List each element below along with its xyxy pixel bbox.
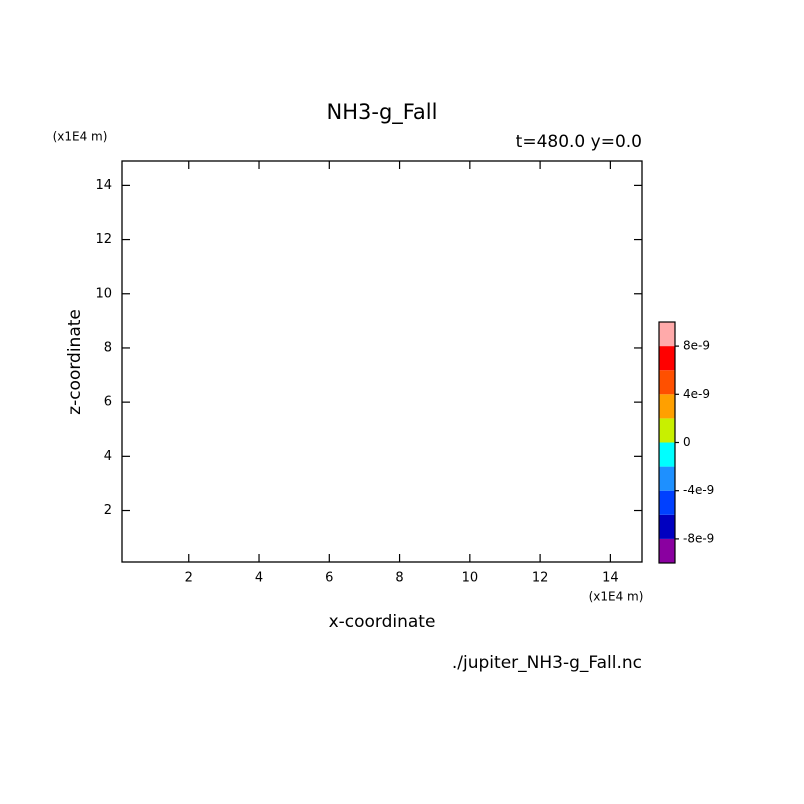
y-tick-label: 14 bbox=[95, 178, 112, 193]
y-tick-label: 10 bbox=[95, 286, 112, 301]
colorbar-bin bbox=[659, 322, 675, 347]
colorbar-tick-label: 8e-9 bbox=[683, 339, 710, 353]
chart-title: NH3-g_Fall bbox=[327, 100, 438, 125]
colorbar-bin bbox=[659, 490, 675, 515]
y-tick-label: 12 bbox=[95, 232, 112, 247]
colorbar-bin bbox=[659, 370, 675, 395]
colorbar-bin bbox=[659, 346, 675, 371]
colorbar-bin bbox=[659, 418, 675, 443]
x-axis-label: x-coordinate bbox=[329, 612, 436, 632]
colorbar-bin bbox=[659, 394, 675, 419]
colorbar-tick-label: -8e-9 bbox=[683, 531, 714, 545]
y-tick-label: 6 bbox=[104, 395, 112, 410]
y-unit: (x1E4 m) bbox=[53, 130, 108, 144]
y-axis-label: z-coordinate bbox=[65, 309, 85, 415]
x-tick-label: 4 bbox=[255, 571, 263, 586]
chart-subtitle: t=480.0 y=0.0 bbox=[516, 132, 642, 152]
x-tick-label: 2 bbox=[185, 571, 193, 586]
source-label: ./jupiter_NH3-g_Fall.nc bbox=[452, 653, 642, 673]
colorbar-bin bbox=[659, 442, 675, 467]
x-tick-label: 6 bbox=[325, 571, 333, 586]
colorbar-tick-label: -4e-9 bbox=[683, 483, 714, 497]
y-tick-label: 2 bbox=[104, 503, 112, 518]
colorbar-bin bbox=[659, 514, 675, 539]
x-tick-label: 12 bbox=[532, 571, 549, 586]
y-tick-label: 8 bbox=[104, 340, 112, 355]
x-tick-label: 8 bbox=[395, 571, 403, 586]
x-tick-label: 10 bbox=[462, 571, 479, 586]
colorbar-tick-label: 0 bbox=[683, 435, 691, 449]
x-unit: (x1E4 m) bbox=[589, 590, 644, 604]
x-tick-label: 14 bbox=[602, 571, 619, 586]
colorbar-bin bbox=[659, 538, 675, 563]
colorbar-tick-label: 4e-9 bbox=[683, 387, 710, 401]
y-tick-label: 4 bbox=[104, 449, 112, 464]
plot-frame bbox=[121, 160, 643, 563]
colorbar-bin bbox=[659, 466, 675, 491]
